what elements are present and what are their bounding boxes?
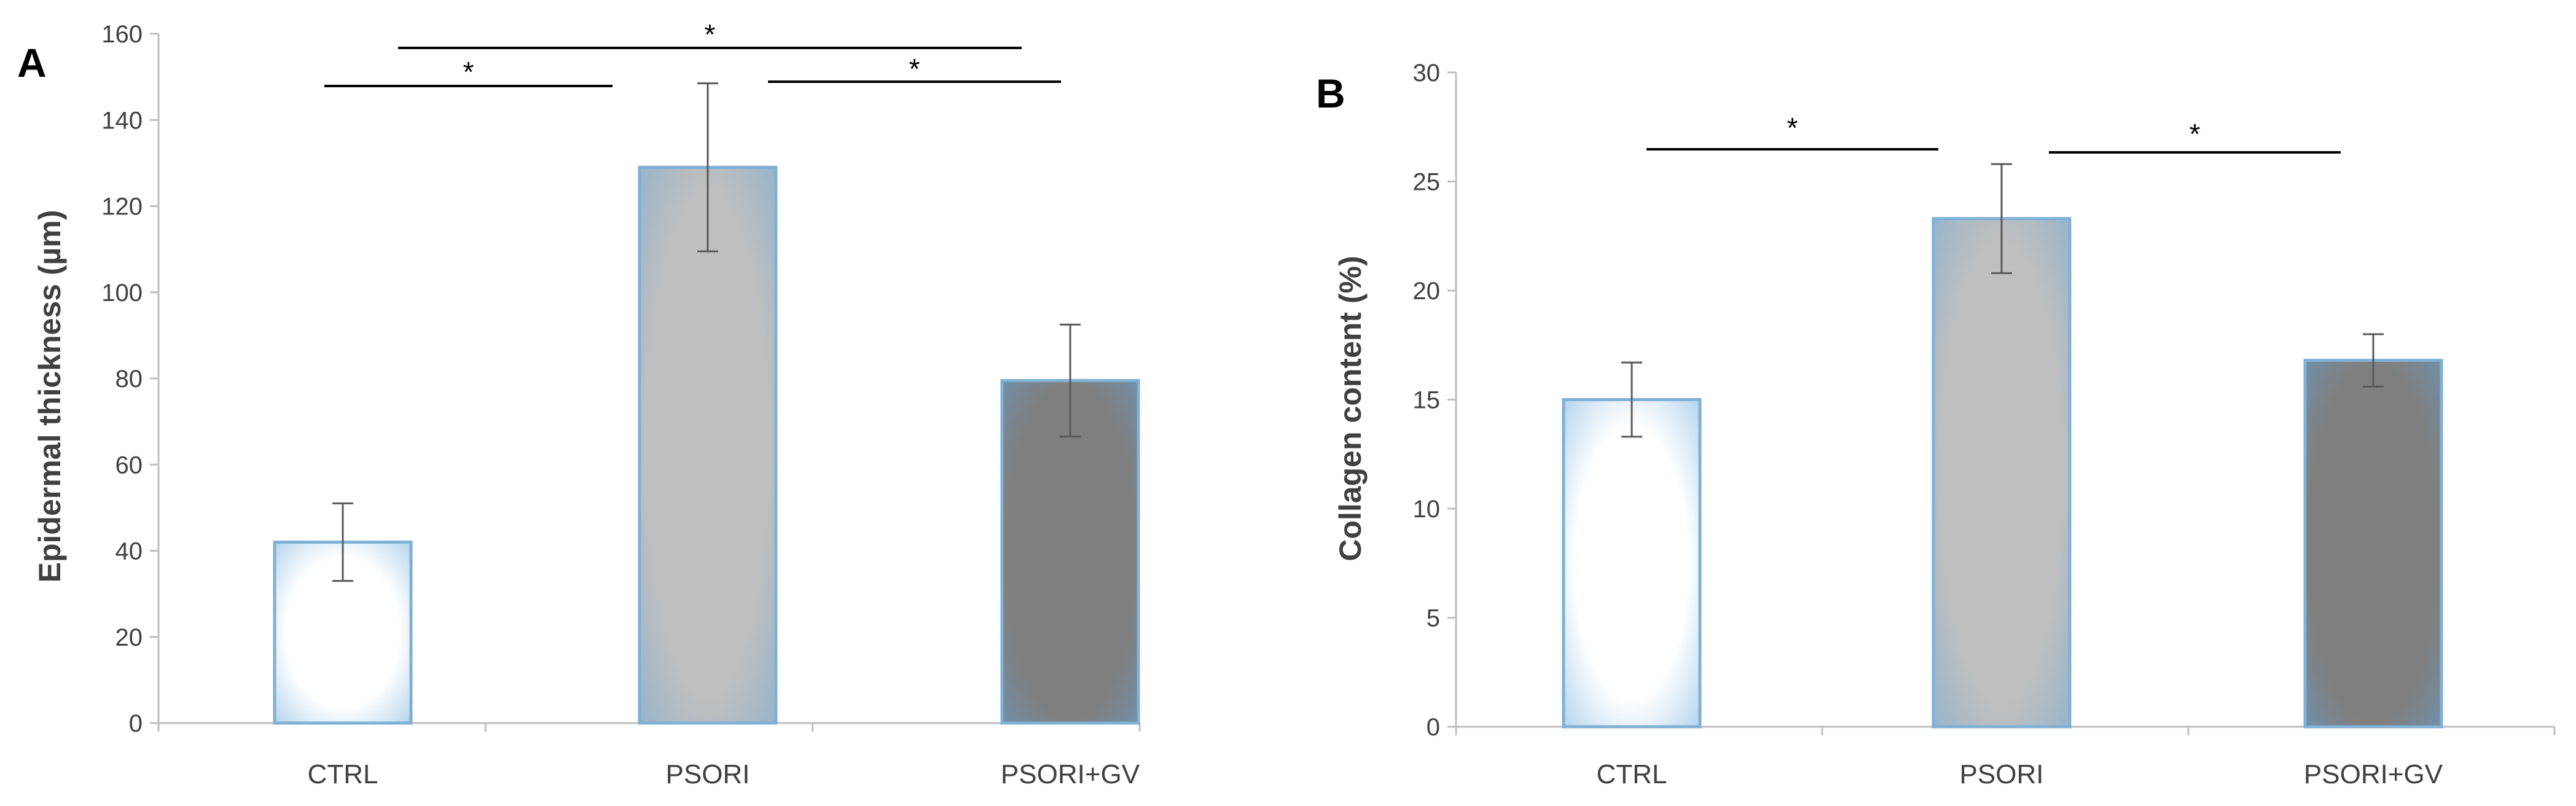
x-tick-labels-a: CTRL PSORI PSORI+GV (308, 759, 1140, 789)
error-bars-b (1621, 163, 2384, 438)
bar-psori (638, 165, 778, 725)
x-tick-label: PSORI+GV (1001, 759, 1140, 789)
y-tick-label: 20 (115, 624, 143, 651)
x-tick-label: CTRL (308, 759, 378, 789)
y-tick-label: 0 (129, 710, 143, 737)
error-bars-a (332, 82, 1081, 582)
y-tick-label: 15 (1413, 387, 1441, 414)
y-ticks-a: 0 20 40 60 80 100 120 140 160 (101, 21, 159, 737)
bar-ctrl (1562, 398, 1702, 729)
y-tick-label: 25 (1413, 169, 1441, 196)
y-tick-label: 30 (1413, 60, 1441, 87)
bars-a (273, 165, 1140, 725)
significance-star: * (2190, 118, 2201, 150)
x-tick-labels-b: CTRL PSORI PSORI+GV (1597, 759, 2443, 789)
significance-b: * * (1646, 112, 2341, 154)
bar-psori-gv (2303, 359, 2443, 729)
y-tick-label: 160 (101, 21, 143, 48)
significance-a: * * * (324, 18, 1061, 88)
y-ticks-b: 0 5 10 15 20 25 30 (1413, 60, 1456, 741)
y-tick-label: 60 (115, 452, 143, 479)
y-tick-label: 40 (115, 538, 143, 565)
y-axis-label-b: Collagen content (%) (1333, 256, 1368, 561)
y-tick-label: 140 (101, 107, 143, 134)
chart-b: B Collagen content (%) 0 5 10 15 20 25 30 CTRL… (1316, 60, 2556, 789)
significance-star: * (705, 18, 716, 50)
panel-label-b: B (1316, 71, 1345, 116)
bar-psori (1932, 217, 2072, 729)
y-axis-label-a: Epidermal thickness (µm) (33, 210, 67, 583)
y-tick-label: 20 (1413, 278, 1441, 305)
significance-star: * (1787, 112, 1798, 144)
panel-label-a: A (17, 40, 47, 85)
y-tick-label: 80 (115, 366, 143, 393)
bars-b (1562, 217, 2443, 729)
y-tick-label: 10 (1413, 496, 1441, 523)
chart-a: A Epidermal thickness (µm) 0 20 40 60 80 100 1… (17, 18, 1141, 789)
y-tick-label: 0 (1427, 714, 1440, 741)
significance-star: * (463, 56, 474, 88)
x-tick-label: PSORI (1960, 759, 2044, 789)
x-tick-label: PSORI (666, 759, 750, 789)
x-tick-label: CTRL (1597, 759, 1667, 789)
x-tick-label: PSORI+GV (2304, 759, 2443, 789)
y-tick-label: 5 (1427, 605, 1440, 632)
significance-star: * (909, 53, 920, 85)
y-tick-label: 120 (101, 194, 143, 221)
bar-psori-gv (1000, 379, 1140, 725)
y-tick-label: 100 (101, 280, 143, 307)
